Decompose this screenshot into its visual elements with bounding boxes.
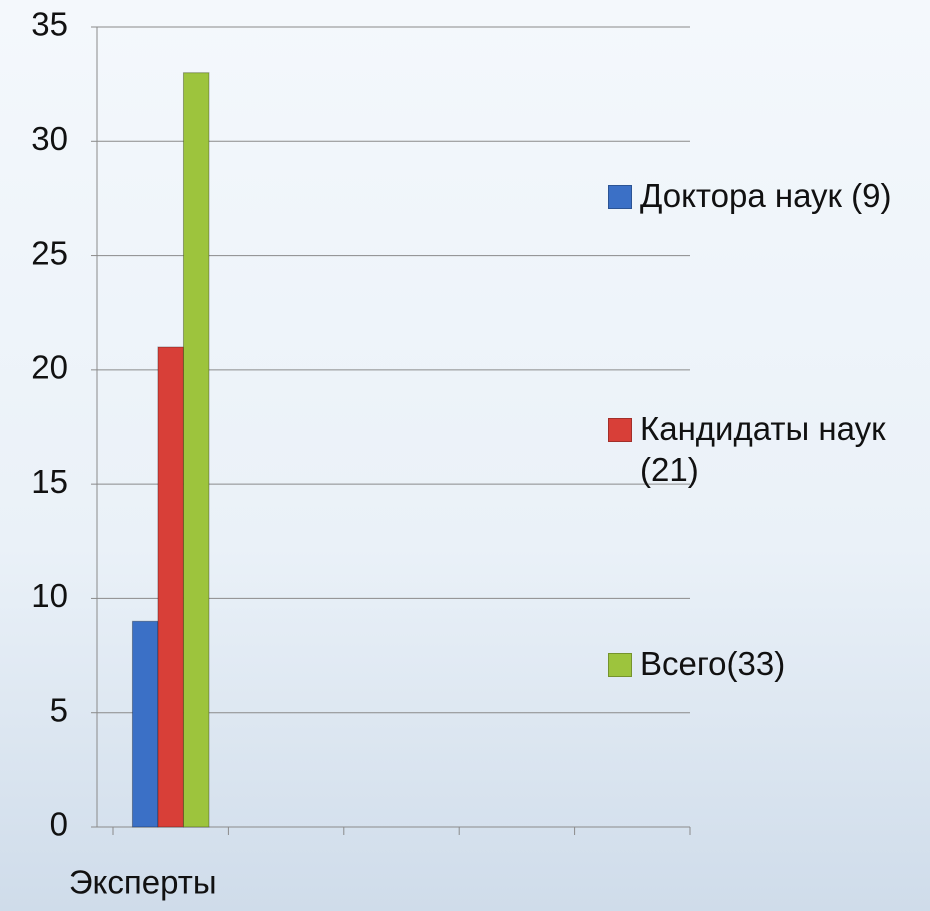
y-tick-label: 20 bbox=[31, 349, 68, 386]
y-tick-label: 30 bbox=[31, 120, 68, 157]
y-tick-label: 0 bbox=[50, 806, 68, 843]
y-tick-label: 35 bbox=[31, 6, 68, 43]
y-tick-label: 10 bbox=[31, 577, 68, 614]
legend-label: Кандидаты наук (21) bbox=[640, 408, 915, 491]
legend-swatch bbox=[608, 418, 632, 442]
bar bbox=[132, 621, 158, 827]
bar bbox=[183, 73, 209, 827]
y-tick-label: 25 bbox=[31, 234, 68, 271]
legend-swatch bbox=[608, 653, 632, 677]
legend-item: Всего(33) bbox=[608, 643, 918, 684]
legend-item: Кандидаты наук (21) bbox=[608, 408, 918, 491]
legend-swatch bbox=[608, 185, 632, 209]
legend-item: Доктора наук (9) bbox=[608, 175, 918, 216]
bar bbox=[158, 347, 184, 827]
y-tick-label: 15 bbox=[31, 463, 68, 500]
legend-label: Доктора наук (9) bbox=[640, 175, 915, 216]
legend-label: Всего(33) bbox=[640, 643, 915, 684]
x-tick-label: Эксперты bbox=[69, 864, 217, 901]
slide: 0 5 10 15 20 25 30 35 Эксперты Доктора наук (9) К… bbox=[0, 0, 930, 911]
y-tick-label: 5 bbox=[50, 691, 68, 728]
